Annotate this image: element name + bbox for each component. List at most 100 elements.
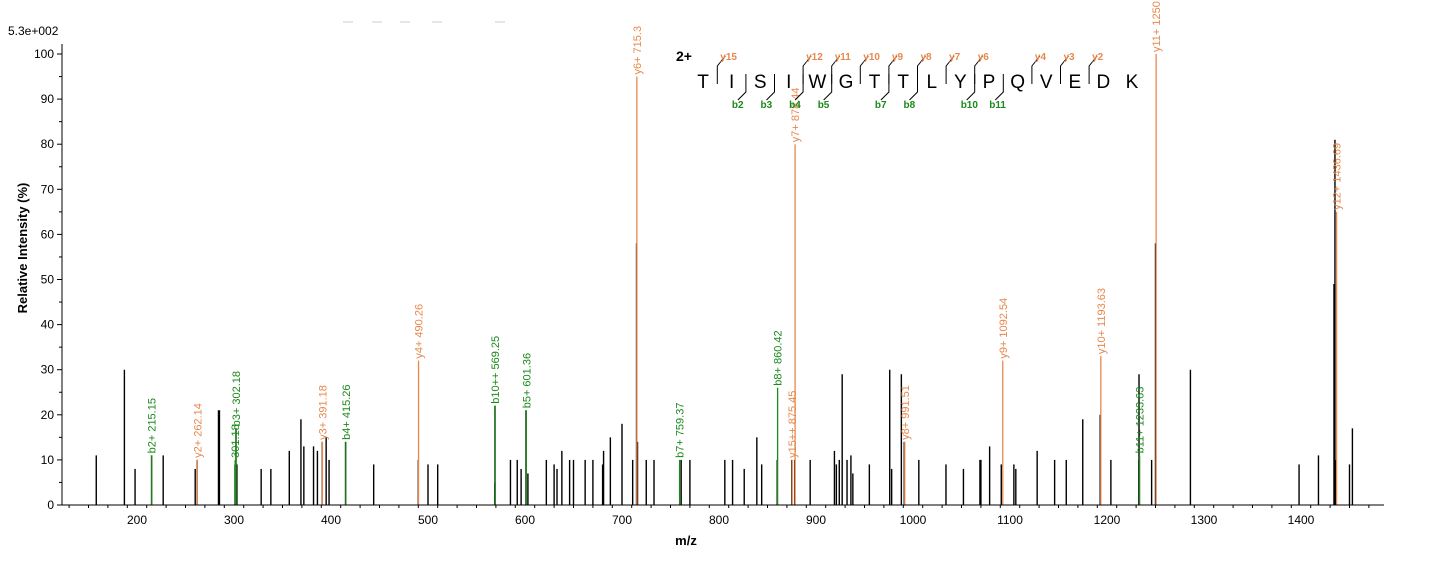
- b-ion-bracket: [737, 74, 747, 101]
- fragment-ion-label: y12: [806, 52, 823, 63]
- x-tick-label: 400: [321, 513, 341, 527]
- sequence-residue: T: [869, 72, 881, 93]
- fragment-ion-label: b5: [818, 100, 830, 111]
- fragment-ion-label: b11: [989, 100, 1006, 111]
- y-tick-label: 80: [41, 137, 55, 151]
- b-ion-bracket: [880, 74, 890, 101]
- sequence-residue: I: [786, 72, 791, 93]
- x-tick-label: 200: [127, 513, 147, 527]
- sequence-residue: L: [927, 72, 938, 93]
- y-tick-label: 60: [41, 227, 55, 241]
- b-ion-bracket: [966, 74, 976, 101]
- y-ion-bracket: [945, 55, 955, 84]
- peak-label: y15++ 875.45: [787, 391, 799, 458]
- y-tick-label: 40: [41, 318, 55, 332]
- peak-label: b3+ 302.18: [231, 371, 243, 426]
- peak-label: y7+ 878.44: [790, 87, 802, 142]
- fragment-ion-label: y10: [863, 52, 880, 63]
- peak-label: b2+ 215.15: [147, 398, 159, 453]
- peak-label: y8+ 991.51: [900, 385, 912, 440]
- x-tick-label: 700: [612, 513, 632, 527]
- fragment-ion-label: y2: [1092, 52, 1104, 63]
- y-tick-label: 20: [41, 408, 55, 422]
- labeled-peaks-layer: [151, 54, 1338, 505]
- x-tick-label: 1000: [900, 513, 927, 527]
- peak-label: y3+ 391.18: [317, 385, 329, 440]
- b-ion-bracket: [994, 74, 1004, 101]
- x-axis-ticks: 200 300 400 500 600 700 800 900 1000 1100 1200 1300…: [68, 505, 1370, 527]
- sequence-residue: I: [729, 72, 734, 93]
- y-ion-bracket: [1031, 55, 1041, 84]
- fragment-ion-label: y9: [892, 52, 904, 63]
- x-tick-label: 800: [709, 513, 729, 527]
- y-axis-ticks: 0 10 20 30 40 50 60 70 80 90 100: [34, 47, 62, 512]
- x-tick-label: 300: [224, 513, 244, 527]
- fragment-ion-label: y15: [720, 52, 737, 63]
- fragment-ion-label: y3: [1064, 52, 1076, 63]
- sequence-residue: G: [839, 72, 854, 93]
- y-axis-title: Relative Intensity (%): [15, 183, 30, 314]
- x-tick-label: 1200: [1094, 513, 1121, 527]
- sequence-residue: T: [697, 72, 709, 93]
- fragment-ion-label: y7: [949, 52, 961, 63]
- peak-label: y6+ 715.3: [632, 26, 644, 75]
- fragment-ion-label: b3: [761, 100, 773, 111]
- sequence-residue: D: [1097, 72, 1111, 93]
- peak-label: y12+ 1436.69: [1332, 143, 1344, 210]
- b-ion-bracket: [794, 74, 804, 101]
- y-tick-label: 50: [41, 273, 55, 287]
- x-tick-label: 1400: [1288, 513, 1315, 527]
- peak-label: 301.18: [230, 424, 242, 458]
- sequence-residue: V: [1040, 72, 1053, 93]
- fragment-ion-label: b10: [961, 100, 979, 111]
- b-ion-bracket: [823, 74, 833, 101]
- y-tick-label: 70: [41, 182, 55, 196]
- charge-state-label: 2+: [676, 48, 692, 64]
- fragment-ion-label: y6: [978, 52, 990, 63]
- peak-label: b11+ 1233.63: [1135, 387, 1147, 454]
- y-ion-bracket: [716, 55, 726, 84]
- peak-label: y11+ 1250.64: [1151, 0, 1163, 52]
- sequence-residue: Q: [1010, 72, 1025, 93]
- sequence-residue: W: [808, 72, 826, 93]
- fragment-ion-label: b8: [904, 100, 916, 111]
- fragment-ion-label: b4: [789, 100, 801, 111]
- x-axis-title: m/z: [675, 533, 697, 548]
- peak-label: y9+ 1092.54: [998, 298, 1010, 359]
- y-ion-bracket: [859, 55, 869, 84]
- fragment-ion-label: b2: [732, 100, 744, 111]
- y-tick-label: 90: [41, 92, 55, 106]
- y-tick-label: 100: [34, 47, 54, 61]
- peak-label: b4+ 415.26: [341, 384, 353, 439]
- sequence-residue: P: [983, 72, 996, 93]
- x-tick-label: 900: [806, 513, 826, 527]
- sequence-residue: S: [754, 72, 767, 93]
- x-tick-label: 500: [418, 513, 438, 527]
- y-tick-label: 0: [47, 498, 54, 512]
- fragment-ion-label: b7: [875, 100, 887, 111]
- x-tick-label: 600: [515, 513, 535, 527]
- fragment-ion-label: y11: [835, 52, 852, 63]
- fragment-ion-label: y8: [921, 52, 933, 63]
- sequence-residue: Y: [954, 72, 967, 93]
- sequence-residue: E: [1068, 72, 1081, 93]
- fragment-ion-label: y4: [1035, 52, 1047, 63]
- b-ion-bracket: [766, 74, 775, 101]
- y-ion-bracket: [1060, 55, 1069, 84]
- peak-label: y2+ 262.14: [192, 403, 204, 458]
- peak-label: b5+ 601.36: [521, 353, 533, 408]
- peak-label: y4+ 490.26: [414, 304, 426, 359]
- y-tick-label: 30: [41, 363, 55, 377]
- intensity-scale-label: 5.3e+002: [8, 24, 59, 38]
- sequence-residue: K: [1126, 72, 1139, 93]
- x-tick-label: 1300: [1191, 513, 1218, 527]
- y-tick-label: 10: [41, 453, 55, 467]
- y-ion-bracket: [1088, 55, 1098, 84]
- peak-label: b8+ 860.42: [773, 330, 785, 385]
- peak-label: b7+ 759.37: [675, 403, 687, 458]
- sequence-residue: T: [897, 72, 909, 93]
